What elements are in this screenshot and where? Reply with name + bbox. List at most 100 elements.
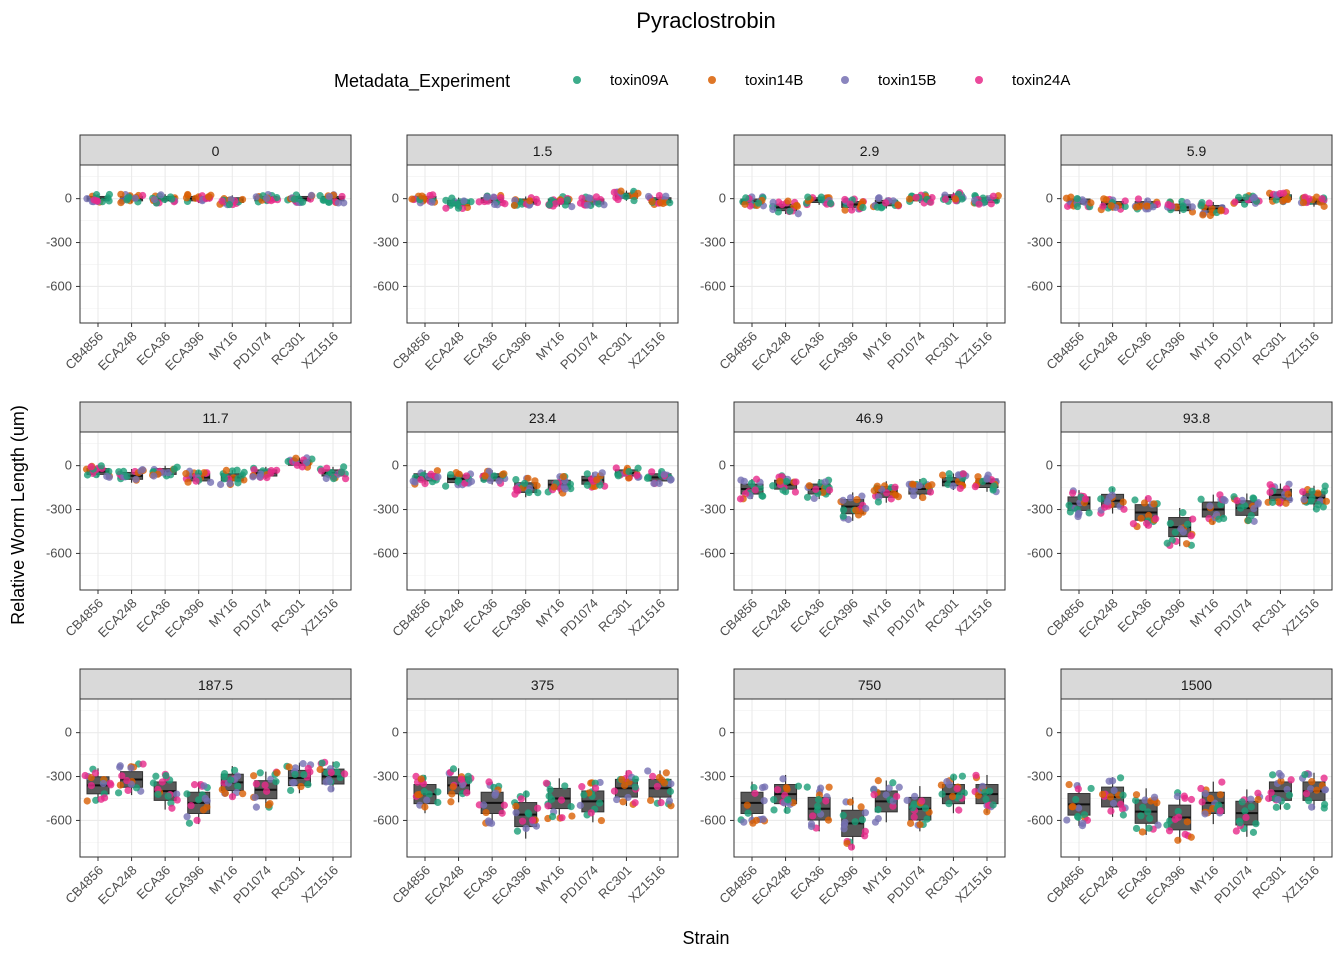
panel-border (406, 698, 679, 858)
data-point (300, 771, 308, 779)
data-point (909, 480, 917, 488)
panel-border (406, 164, 679, 324)
legend-key-toxin14B (708, 76, 716, 84)
data-point (817, 193, 825, 201)
data-point (550, 483, 558, 491)
data-point (257, 470, 265, 478)
data-point (1108, 777, 1117, 785)
data-point (893, 792, 901, 801)
data-point (1247, 795, 1255, 803)
data-point (1252, 820, 1260, 828)
data-point (617, 187, 625, 195)
x-tick-label: XZ1516 (952, 596, 995, 639)
facet-strip (79, 668, 352, 700)
data-point (736, 495, 745, 503)
data-point (1217, 207, 1225, 215)
x-tick-label: XZ1516 (298, 329, 341, 372)
data-point (511, 490, 519, 498)
data-point (742, 194, 750, 202)
data-point (631, 783, 639, 791)
data-point (221, 789, 229, 797)
data-point (1134, 195, 1143, 203)
data-point (1285, 791, 1294, 799)
data-point (784, 197, 792, 205)
panel-border (79, 431, 352, 591)
data-point (272, 778, 280, 786)
data-point (408, 195, 416, 203)
data-point (193, 816, 201, 824)
data-point (1132, 796, 1140, 805)
data-point (1187, 833, 1195, 841)
data-point (316, 765, 324, 774)
data-point (1087, 784, 1095, 793)
y-tick-label: -300 (46, 769, 72, 784)
data-point (164, 792, 172, 800)
data-point (1140, 499, 1149, 507)
data-point (285, 763, 293, 771)
data-point (103, 472, 111, 480)
data-point (467, 477, 476, 486)
data-point (793, 202, 801, 210)
data-point (593, 476, 601, 484)
data-point (234, 782, 242, 790)
data-point (1118, 805, 1127, 813)
data-point (510, 201, 519, 209)
data-point (987, 200, 995, 208)
data-point (334, 199, 342, 207)
data-point (839, 506, 848, 514)
data-point (758, 783, 767, 792)
data-point (792, 478, 800, 486)
data-point (1074, 785, 1082, 793)
data-point (891, 483, 899, 491)
data-point (839, 512, 847, 520)
data-point (492, 789, 500, 797)
data-point (1308, 487, 1316, 495)
data-point (318, 759, 326, 767)
data-point (760, 797, 768, 805)
data-point (262, 194, 271, 203)
plot-background (80, 165, 351, 323)
data-point (521, 479, 529, 487)
data-point (464, 772, 472, 780)
data-point (854, 511, 863, 519)
data-point (587, 809, 595, 817)
x-tick-label: PD1074 (557, 329, 601, 373)
data-point (903, 796, 911, 804)
data-point (941, 195, 950, 203)
data-point (1163, 539, 1171, 547)
data-point (1313, 786, 1321, 794)
data-point (624, 793, 632, 802)
data-point (951, 195, 959, 203)
data-point (1267, 789, 1275, 797)
data-point (1320, 774, 1328, 782)
data-point (1236, 819, 1244, 827)
x-tick-label: PD1074 (230, 329, 274, 373)
data-point (81, 771, 89, 780)
data-point (885, 784, 893, 792)
data-point (1075, 509, 1083, 517)
data-point (1244, 516, 1252, 525)
facet-strip (1060, 668, 1333, 700)
data-point (1314, 489, 1322, 497)
data-point (949, 792, 957, 801)
data-point (124, 786, 132, 795)
x-tick-label: XZ1516 (952, 863, 995, 906)
data-point (183, 813, 191, 821)
data-point (447, 470, 455, 479)
y-tick-label: -300 (700, 235, 726, 250)
data-point (532, 195, 540, 203)
data-point (1073, 202, 1082, 211)
data-point (185, 819, 194, 827)
data-point (1177, 525, 1185, 533)
x-tick-label: XZ1516 (1279, 596, 1322, 639)
data-point (1109, 799, 1118, 807)
data-point (340, 463, 348, 471)
data-point (938, 471, 947, 479)
data-point (776, 477, 784, 485)
chart-title: Pyraclostrobin (636, 8, 775, 33)
data-point (634, 464, 642, 472)
data-point (251, 793, 259, 801)
y-tick-label: 0 (65, 725, 72, 740)
data-point (805, 482, 813, 490)
data-point (551, 200, 560, 208)
